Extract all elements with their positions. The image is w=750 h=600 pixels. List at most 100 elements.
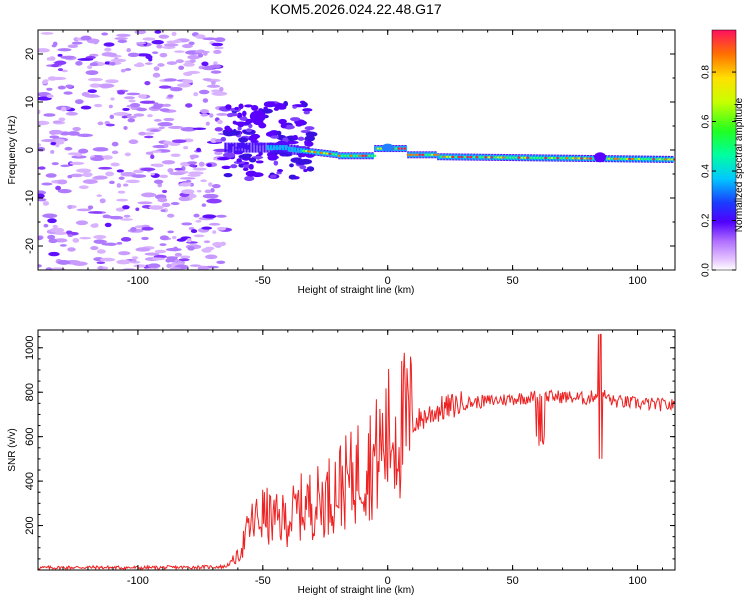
noise-blob: [49, 129, 63, 135]
ridge-core: [418, 153, 422, 156]
noise-blob: [113, 112, 129, 116]
noise-blob: [154, 30, 162, 34]
ridge-core: [379, 147, 383, 150]
noise-blob: [213, 49, 222, 55]
noise-blob: [135, 247, 151, 252]
noise-blob: [173, 39, 182, 44]
noise-blob: [174, 259, 181, 264]
ridge-core: [649, 158, 652, 161]
ridge-core: [655, 158, 658, 161]
transition-blob: [255, 160, 264, 164]
noise-blob: [181, 189, 195, 195]
noise-blob: [57, 53, 63, 57]
ridge-core: [424, 153, 428, 156]
y-tick-label: 1000: [24, 336, 36, 360]
ridge-mid: [275, 145, 279, 151]
ridge-core: [466, 156, 470, 159]
ridge-outer: [233, 142, 236, 153]
noise-blob: [147, 263, 161, 269]
noise-blob: [101, 242, 118, 246]
noise-blob: [41, 139, 57, 143]
noise-blob: [57, 189, 72, 194]
noise-blob: [98, 166, 113, 170]
ridge-core: [577, 157, 580, 160]
noise-blob: [122, 205, 130, 210]
noise-blob: [128, 139, 139, 145]
ridge-core: [673, 158, 675, 161]
ridge-bulge: [249, 110, 266, 123]
ridge-mid: [281, 145, 285, 151]
noise-blob: [54, 60, 67, 66]
noise-blob: [152, 51, 159, 54]
ridge-mid: [296, 147, 300, 153]
ridge-core: [565, 157, 568, 160]
transition-blob: [242, 167, 249, 172]
transition-blob: [241, 153, 253, 158]
transition-blob: [220, 136, 227, 142]
transition-blob: [245, 170, 257, 177]
noise-blob: [216, 260, 226, 265]
y-tick-label: 800: [24, 383, 36, 401]
transition-blob: [302, 108, 313, 112]
noise-blob: [212, 241, 223, 247]
noise-blob: [123, 214, 131, 218]
noise-blob: [203, 240, 211, 244]
noise-blob: [161, 160, 176, 165]
noise-blob: [50, 141, 57, 146]
ridge-core: [634, 158, 637, 161]
noise-blob: [111, 150, 119, 155]
noise-blob: [65, 84, 74, 88]
ridge-core: [628, 157, 631, 160]
noise-blob: [110, 58, 127, 63]
noise-blob: [72, 238, 80, 243]
noise-blob: [50, 149, 55, 154]
noise-blob: [82, 172, 93, 178]
noise-blob: [174, 167, 183, 171]
ridge-outer: [260, 142, 263, 153]
ridge-core: [451, 155, 455, 158]
ridge-core: [337, 154, 341, 157]
x-tick-label: 0: [385, 575, 391, 587]
noise-blob: [115, 207, 126, 212]
noise-blob: [52, 224, 58, 229]
ridge-core: [376, 147, 380, 150]
noise-blob: [117, 190, 126, 194]
noise-blob: [200, 113, 208, 117]
snr-x-label: Height of straight line (km): [298, 585, 415, 596]
y-tick-label: 10: [24, 96, 36, 108]
ridge-mid: [287, 146, 291, 152]
ridge-outer: [248, 142, 251, 153]
ridge-core: [658, 158, 661, 161]
x-tick-label: -100: [127, 575, 149, 587]
transition-blob: [269, 174, 277, 179]
noise-blob: [38, 143, 42, 147]
noise-blob: [153, 254, 167, 259]
noise-blob: [57, 85, 66, 90]
noise-blob: [104, 61, 110, 65]
noise-blob: [130, 227, 137, 233]
noise-blob: [214, 127, 223, 132]
ridge-outer: [245, 142, 248, 153]
noise-blob: [168, 125, 184, 129]
ridge-core: [586, 157, 589, 160]
noise-blob: [196, 189, 202, 193]
noise-blob: [75, 99, 84, 105]
noise-blob: [42, 201, 50, 206]
noise-blob: [211, 184, 221, 189]
transition-blob: [295, 160, 308, 165]
ridge-core: [667, 158, 670, 161]
noise-blob: [157, 197, 168, 203]
noise-blob: [178, 65, 185, 70]
transition-blob: [223, 172, 233, 178]
transition-blob: [292, 105, 297, 109]
noise-blob: [156, 44, 163, 49]
ridge-mid: [266, 145, 270, 151]
noise-blob: [58, 68, 63, 72]
transition-blob: [253, 142, 267, 146]
noise-blob: [116, 241, 123, 245]
noise-blob: [144, 62, 153, 65]
ridge-core: [355, 154, 359, 157]
noise-blob: [76, 168, 92, 173]
transition-blob: [236, 112, 243, 119]
